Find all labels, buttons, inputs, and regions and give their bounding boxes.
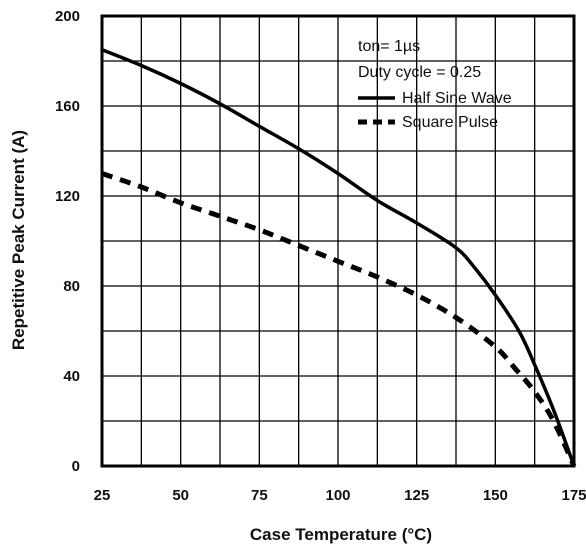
- annotation-duty-cycle: Duty cycle = 0.25: [358, 64, 481, 81]
- series-line-half-sine-wave: [101, 48, 576, 467]
- x-tick-label: 175: [561, 487, 586, 504]
- y-tick-label: 0: [72, 458, 80, 475]
- series-line-square-pulse: [101, 171, 577, 468]
- x-tick-label: 150: [483, 487, 508, 504]
- y-tick-label: 160: [55, 98, 80, 115]
- legend-label-half-sine: Half Sine Wave: [402, 90, 512, 107]
- tick-labels: 25 50 75 100 125 150 175 0 40 80 120 160 200: [55, 8, 586, 504]
- annotation-ton: ton= 1µs: [358, 38, 420, 55]
- x-tick-label: 125: [404, 487, 429, 504]
- y-axis-title: Repetitive Peak Current (A): [9, 130, 28, 350]
- grid-lines: [102, 16, 574, 466]
- x-tick-label: 50: [172, 487, 189, 504]
- plot-frame: [100, 14, 576, 468]
- legend-label-square-pulse: Square Pulse: [402, 114, 498, 131]
- y-tick-label: 80: [63, 278, 80, 295]
- x-tick-label: 100: [325, 487, 350, 504]
- annotation-block: ton= 1µs Duty cycle = 0.25: [358, 38, 481, 81]
- y-tick-label: 40: [63, 368, 80, 385]
- legend: Half Sine Wave Square Pulse: [358, 90, 512, 131]
- x-tick-label: 25: [94, 487, 111, 504]
- y-tick-label: 200: [55, 8, 80, 25]
- y-tick-label: 120: [55, 188, 80, 205]
- x-tick-label: 75: [251, 487, 268, 504]
- series-group: [101, 48, 577, 468]
- x-axis-title: Case Temperature (°C): [250, 525, 432, 544]
